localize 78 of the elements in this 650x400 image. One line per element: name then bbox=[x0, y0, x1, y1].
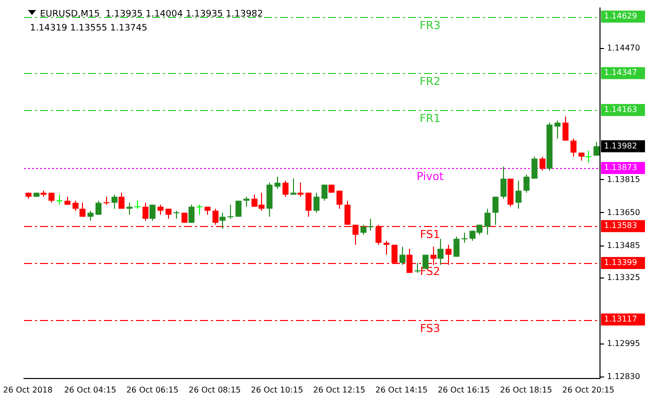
ref-line-label: Pivot bbox=[416, 170, 444, 183]
candlestick bbox=[554, 120, 560, 140]
candlestick bbox=[454, 236, 460, 258]
candlestick bbox=[88, 210, 94, 222]
candlestick bbox=[227, 204, 234, 220]
candlestick bbox=[384, 240, 390, 256]
candlestick bbox=[500, 166, 506, 200]
candlestick bbox=[594, 141, 600, 156]
candlestick bbox=[322, 184, 328, 202]
candlestick bbox=[438, 238, 444, 266]
x-tick-label: 26 Oct 2018 bbox=[3, 385, 53, 394]
candlestick bbox=[524, 174, 530, 194]
candlestick bbox=[188, 204, 194, 224]
text: 1.14629 bbox=[604, 12, 638, 21]
candlestick bbox=[314, 192, 320, 214]
candlestick bbox=[72, 200, 78, 212]
y-tick-label: 1.14470 bbox=[607, 44, 640, 53]
candlestick bbox=[400, 246, 406, 266]
candlestick bbox=[196, 204, 203, 216]
x-tick-label: 26 Oct 16:15 bbox=[438, 385, 490, 394]
ref-line-label: FS3 bbox=[420, 322, 440, 335]
text: 1.13873 bbox=[604, 163, 638, 172]
text: 1.14319 1.13555 1.13745 bbox=[30, 24, 148, 34]
x-tick-label: 26 Oct 10:15 bbox=[250, 385, 304, 394]
candlestick bbox=[158, 204, 164, 216]
x-tick-label: 26 Oct 06:15 bbox=[126, 385, 178, 394]
candlestick bbox=[562, 116, 568, 142]
y-tick-label: 1.13650 bbox=[607, 208, 640, 217]
candlestick bbox=[306, 192, 312, 218]
candlestick bbox=[96, 200, 102, 216]
candlestick bbox=[290, 178, 296, 196]
ref-line-label: FS1 bbox=[420, 228, 440, 241]
text: 1.14347 bbox=[604, 68, 638, 78]
x-tick-label: 26 Oct 20:15 bbox=[562, 385, 614, 394]
candlestick bbox=[166, 208, 172, 220]
x-tick-label: 26 Oct 08:15 bbox=[188, 385, 241, 394]
candlestick bbox=[540, 156, 546, 172]
candlestick bbox=[236, 200, 242, 218]
candlestick bbox=[56, 194, 63, 206]
candlestick bbox=[484, 208, 490, 236]
y-tick-label: 1.13815 bbox=[607, 174, 640, 184]
candlestick bbox=[461, 232, 468, 244]
ref-line-label: FR3 bbox=[420, 18, 441, 32]
candlestick bbox=[414, 262, 421, 274]
text: 1.13583 bbox=[604, 221, 638, 230]
y-tick-label: 1.12995 bbox=[607, 339, 640, 348]
candlestick bbox=[282, 180, 288, 198]
ref-line-label: FR1 bbox=[420, 112, 441, 125]
candlestick bbox=[220, 212, 226, 230]
x-tick-label: 26 Oct 04:15 bbox=[64, 385, 116, 394]
text: 1.13117 bbox=[604, 314, 638, 324]
ref-line-label: FR2 bbox=[420, 74, 441, 88]
y-tick-label: 1.13325 bbox=[607, 272, 640, 282]
candlestick bbox=[516, 180, 522, 210]
candlestick bbox=[570, 138, 576, 158]
candlestick bbox=[142, 202, 148, 222]
candlestick bbox=[244, 196, 250, 208]
candlestick bbox=[336, 190, 342, 210]
text: 1.14163 bbox=[604, 105, 638, 114]
y-tick-label: 1.13485 bbox=[607, 240, 640, 250]
candlestick bbox=[126, 202, 132, 216]
candlestick bbox=[150, 204, 156, 222]
y-tick-label: 1.12830 bbox=[607, 372, 640, 382]
x-tick-label: 26 Oct 14:15 bbox=[375, 385, 428, 394]
text: 1.13982 bbox=[604, 141, 638, 150]
candlestick bbox=[212, 208, 218, 226]
candlestick bbox=[585, 150, 592, 164]
text: 1.13399 bbox=[604, 258, 638, 268]
candlestick bbox=[80, 202, 86, 218]
candlestick bbox=[298, 182, 304, 198]
candlestick bbox=[532, 156, 538, 180]
candlestick bbox=[118, 192, 124, 210]
candlestick bbox=[274, 176, 280, 190]
candlestick bbox=[48, 192, 54, 204]
x-tick-label: 26 Oct 12:15 bbox=[313, 385, 366, 394]
x-tick-label: 26 Oct 18:15 bbox=[500, 385, 552, 394]
candlestick bbox=[492, 196, 498, 226]
candlestick bbox=[112, 194, 118, 210]
